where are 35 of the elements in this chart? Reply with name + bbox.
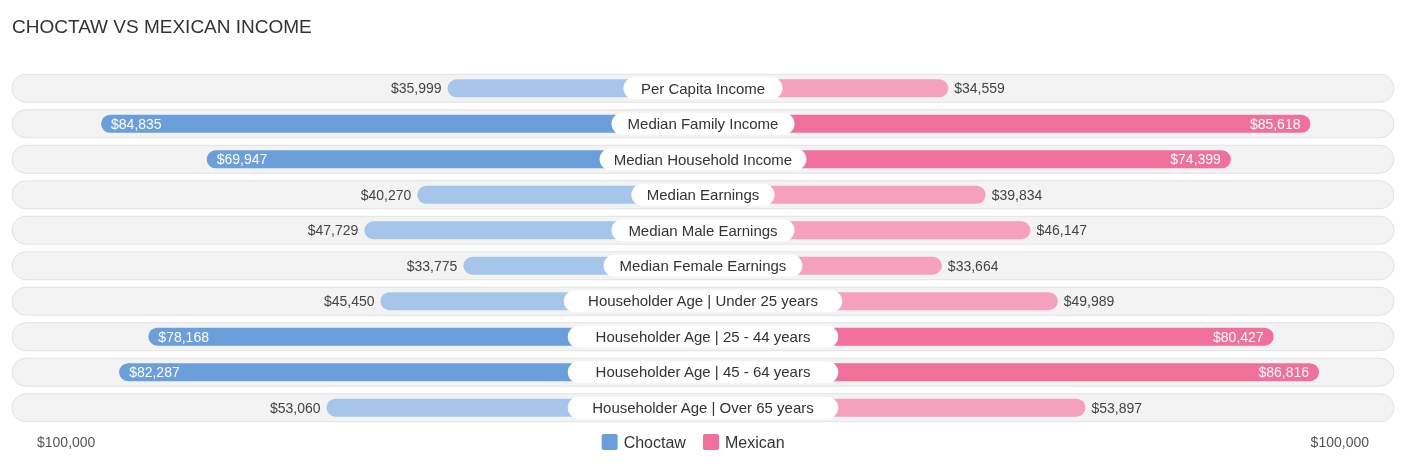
data-label: $82,287	[129, 364, 180, 381]
data-label: $47,729	[307, 222, 359, 239]
text: $100,000	[1310, 433, 1370, 450]
data-label: $78,168	[158, 328, 210, 345]
y-tick-label: Median Family Income	[627, 115, 779, 133]
data-label: $39,834	[991, 186, 1043, 203]
data-label: $33,664	[947, 257, 999, 274]
data-label: $74,399	[1170, 151, 1222, 168]
data-label: $45,450	[323, 293, 375, 310]
y-tick-label: Householder Age | 25 - 44 years	[595, 327, 811, 345]
data-label: $33,775	[406, 257, 458, 274]
chart-title: CHOCTAW VS MEXICAN INCOME	[12, 16, 312, 37]
y-tick-label: Householder Age | Under 25 years	[588, 292, 818, 310]
y-tick-label: Median Male Earnings	[628, 221, 778, 239]
legend-label: Mexican	[725, 433, 785, 451]
y-tick-label: Median Household Income	[613, 150, 793, 168]
y-tick-label: Median Earnings	[646, 186, 760, 204]
data-label: $46,147	[1036, 222, 1088, 239]
y-tick-label: Per Capita Income	[640, 79, 766, 97]
text: $100,000	[37, 433, 96, 450]
data-label: $53,897	[1091, 399, 1143, 416]
data-label: $80,427	[1213, 328, 1264, 345]
data-label: $53,060	[269, 399, 321, 416]
data-label: $34,559	[954, 80, 1006, 97]
data-label: $69,947	[216, 151, 268, 168]
data-label: $84,835	[111, 115, 162, 132]
data-label: $85,618	[1249, 115, 1301, 132]
y-tick-label: Householder Age | Over 65 years	[592, 398, 814, 416]
y-tick-label: Median Female Earnings	[619, 257, 787, 274]
data-label: $40,270	[360, 186, 412, 203]
y-tick-label: Householder Age | 45 - 64 years	[595, 363, 811, 381]
data-label: $35,999	[390, 80, 442, 97]
legend-label: Choctaw	[623, 433, 687, 451]
data-label: $86,816	[1258, 364, 1310, 381]
data-label: $49,989	[1063, 293, 1115, 310]
